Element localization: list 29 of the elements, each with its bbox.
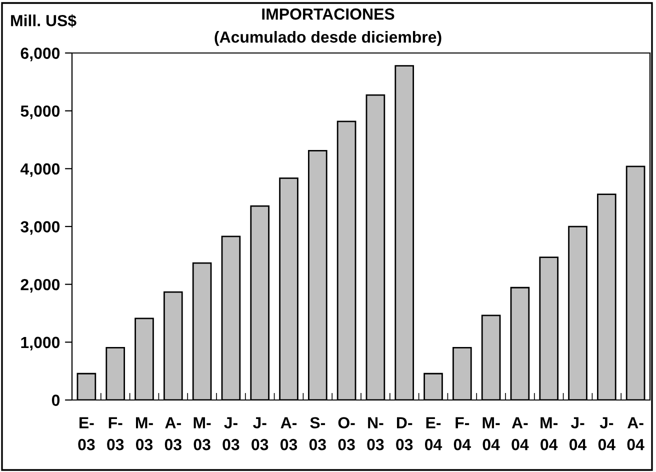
y-tick-label: 6,000 (20, 48, 60, 62)
x-tick-label: J- 03 (252, 417, 268, 450)
y-tick-label: 5,000 (20, 105, 60, 120)
y-tick-label: 3,000 (20, 221, 60, 235)
x-tick-label: M- 04 (540, 417, 558, 450)
x-tick-label: J- 04 (570, 417, 587, 450)
x-tick-label: S- 03 (309, 417, 326, 450)
x-tick-label: A- 03 (280, 417, 298, 450)
chart-title: IMPORTACIONES (Acumulado desde diciembre) (214, 8, 442, 46)
x-tick-label: A- 03 (164, 417, 182, 450)
x-tick-label: J- 03 (222, 417, 240, 450)
x-tick-label: F- 03 (107, 417, 124, 450)
x-tick-label: A- 04 (627, 417, 644, 450)
x-tick-label: O- 03 (338, 417, 355, 450)
x-tick-label: M- 03 (194, 417, 211, 450)
y-axis-title: Mill. US$ (11, 14, 76, 28)
y-tick-label: 0 (52, 394, 60, 406)
x-tick-label: E- 04 (425, 417, 442, 450)
y-tick-label: 2,000 (20, 278, 60, 293)
x-tick-label: N- 03 (367, 417, 384, 450)
y-tick-label: 4,000 (20, 163, 60, 177)
x-tick-label: F- 04 (454, 417, 471, 450)
x-tick-label: D- 03 (396, 417, 413, 450)
x-tick-label: E- 03 (78, 417, 95, 450)
x-tick-label: A- 04 (512, 417, 529, 450)
y-tick-label: 1,000 (21, 336, 60, 350)
x-tick-label: J- 04 (598, 417, 616, 450)
x-tick-label: M- 03 (136, 417, 153, 450)
x-tick-label: M- 04 (482, 417, 500, 450)
